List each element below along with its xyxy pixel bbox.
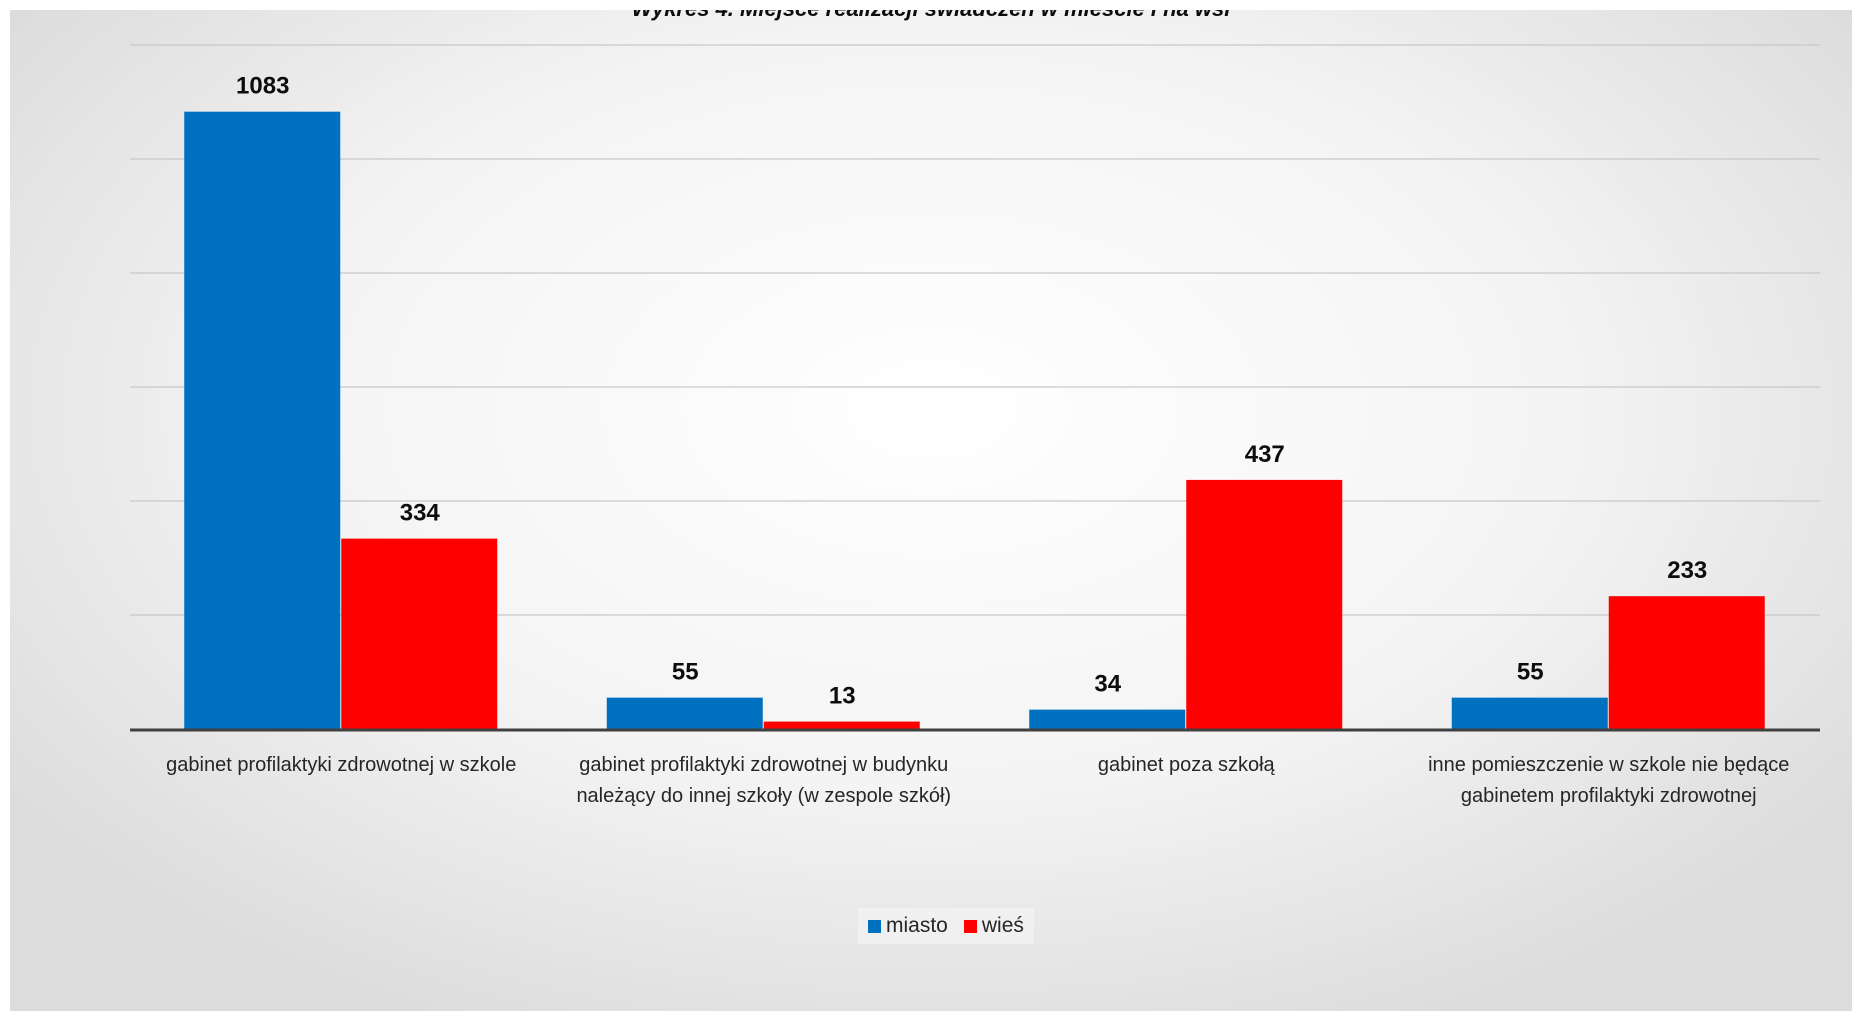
bar-wieś: [1186, 479, 1343, 729]
chart-title: Wykres 4. Miejsce realizacji świadczeń w…: [10, 10, 1852, 22]
x-tick-label: gabinet profilaktyki zdrowotnej w szkole: [166, 754, 516, 776]
bar-miasto: [606, 697, 763, 729]
x-tick-label: gabinet profilaktyki zdrowotnej w budynk…: [579, 754, 948, 776]
bar-miasto: [1029, 709, 1186, 729]
data-label: 334: [400, 500, 441, 527]
legend-item-miasto: miasto: [868, 914, 948, 938]
bar-wieś: [763, 721, 920, 729]
chart-plot: 1083 55 34 55 334 13 437 233 gabinet profilaktyk…: [130, 44, 1820, 807]
bar-wieś: [1608, 596, 1765, 729]
data-label: 1083: [236, 73, 289, 100]
x-tick-label: gabinet poza szkołą: [1098, 754, 1276, 776]
legend: miasto wieś: [858, 908, 1034, 944]
x-tick-label: inne pomieszczenie w szkole nie będące: [1428, 754, 1789, 776]
chart-area: Wykres 4. Miejsce realizacji świadczeń w…: [10, 10, 1852, 1011]
bar-miasto: [184, 111, 341, 729]
legend-swatch-wies: [963, 919, 977, 933]
data-label: 55: [672, 659, 699, 686]
bar-wieś: [341, 538, 498, 729]
data-label: 13: [829, 683, 856, 710]
data-label: 55: [1517, 659, 1544, 686]
bar-miasto: [1451, 697, 1608, 729]
data-label: 34: [1094, 671, 1121, 698]
legend-label-wies: wieś: [981, 914, 1024, 937]
legend-label-miasto: miasto: [886, 914, 948, 937]
data-label: 437: [1245, 441, 1285, 468]
x-tick-label: gabinetem profilaktyki zdrowotnej: [1461, 785, 1757, 807]
legend-swatch-miasto: [868, 919, 881, 933]
legend-item-wies: wieś: [963, 914, 1024, 938]
x-tick-label: należący do innej szkoły (w zespole szkó…: [576, 785, 951, 807]
data-label: 233: [1667, 557, 1707, 584]
